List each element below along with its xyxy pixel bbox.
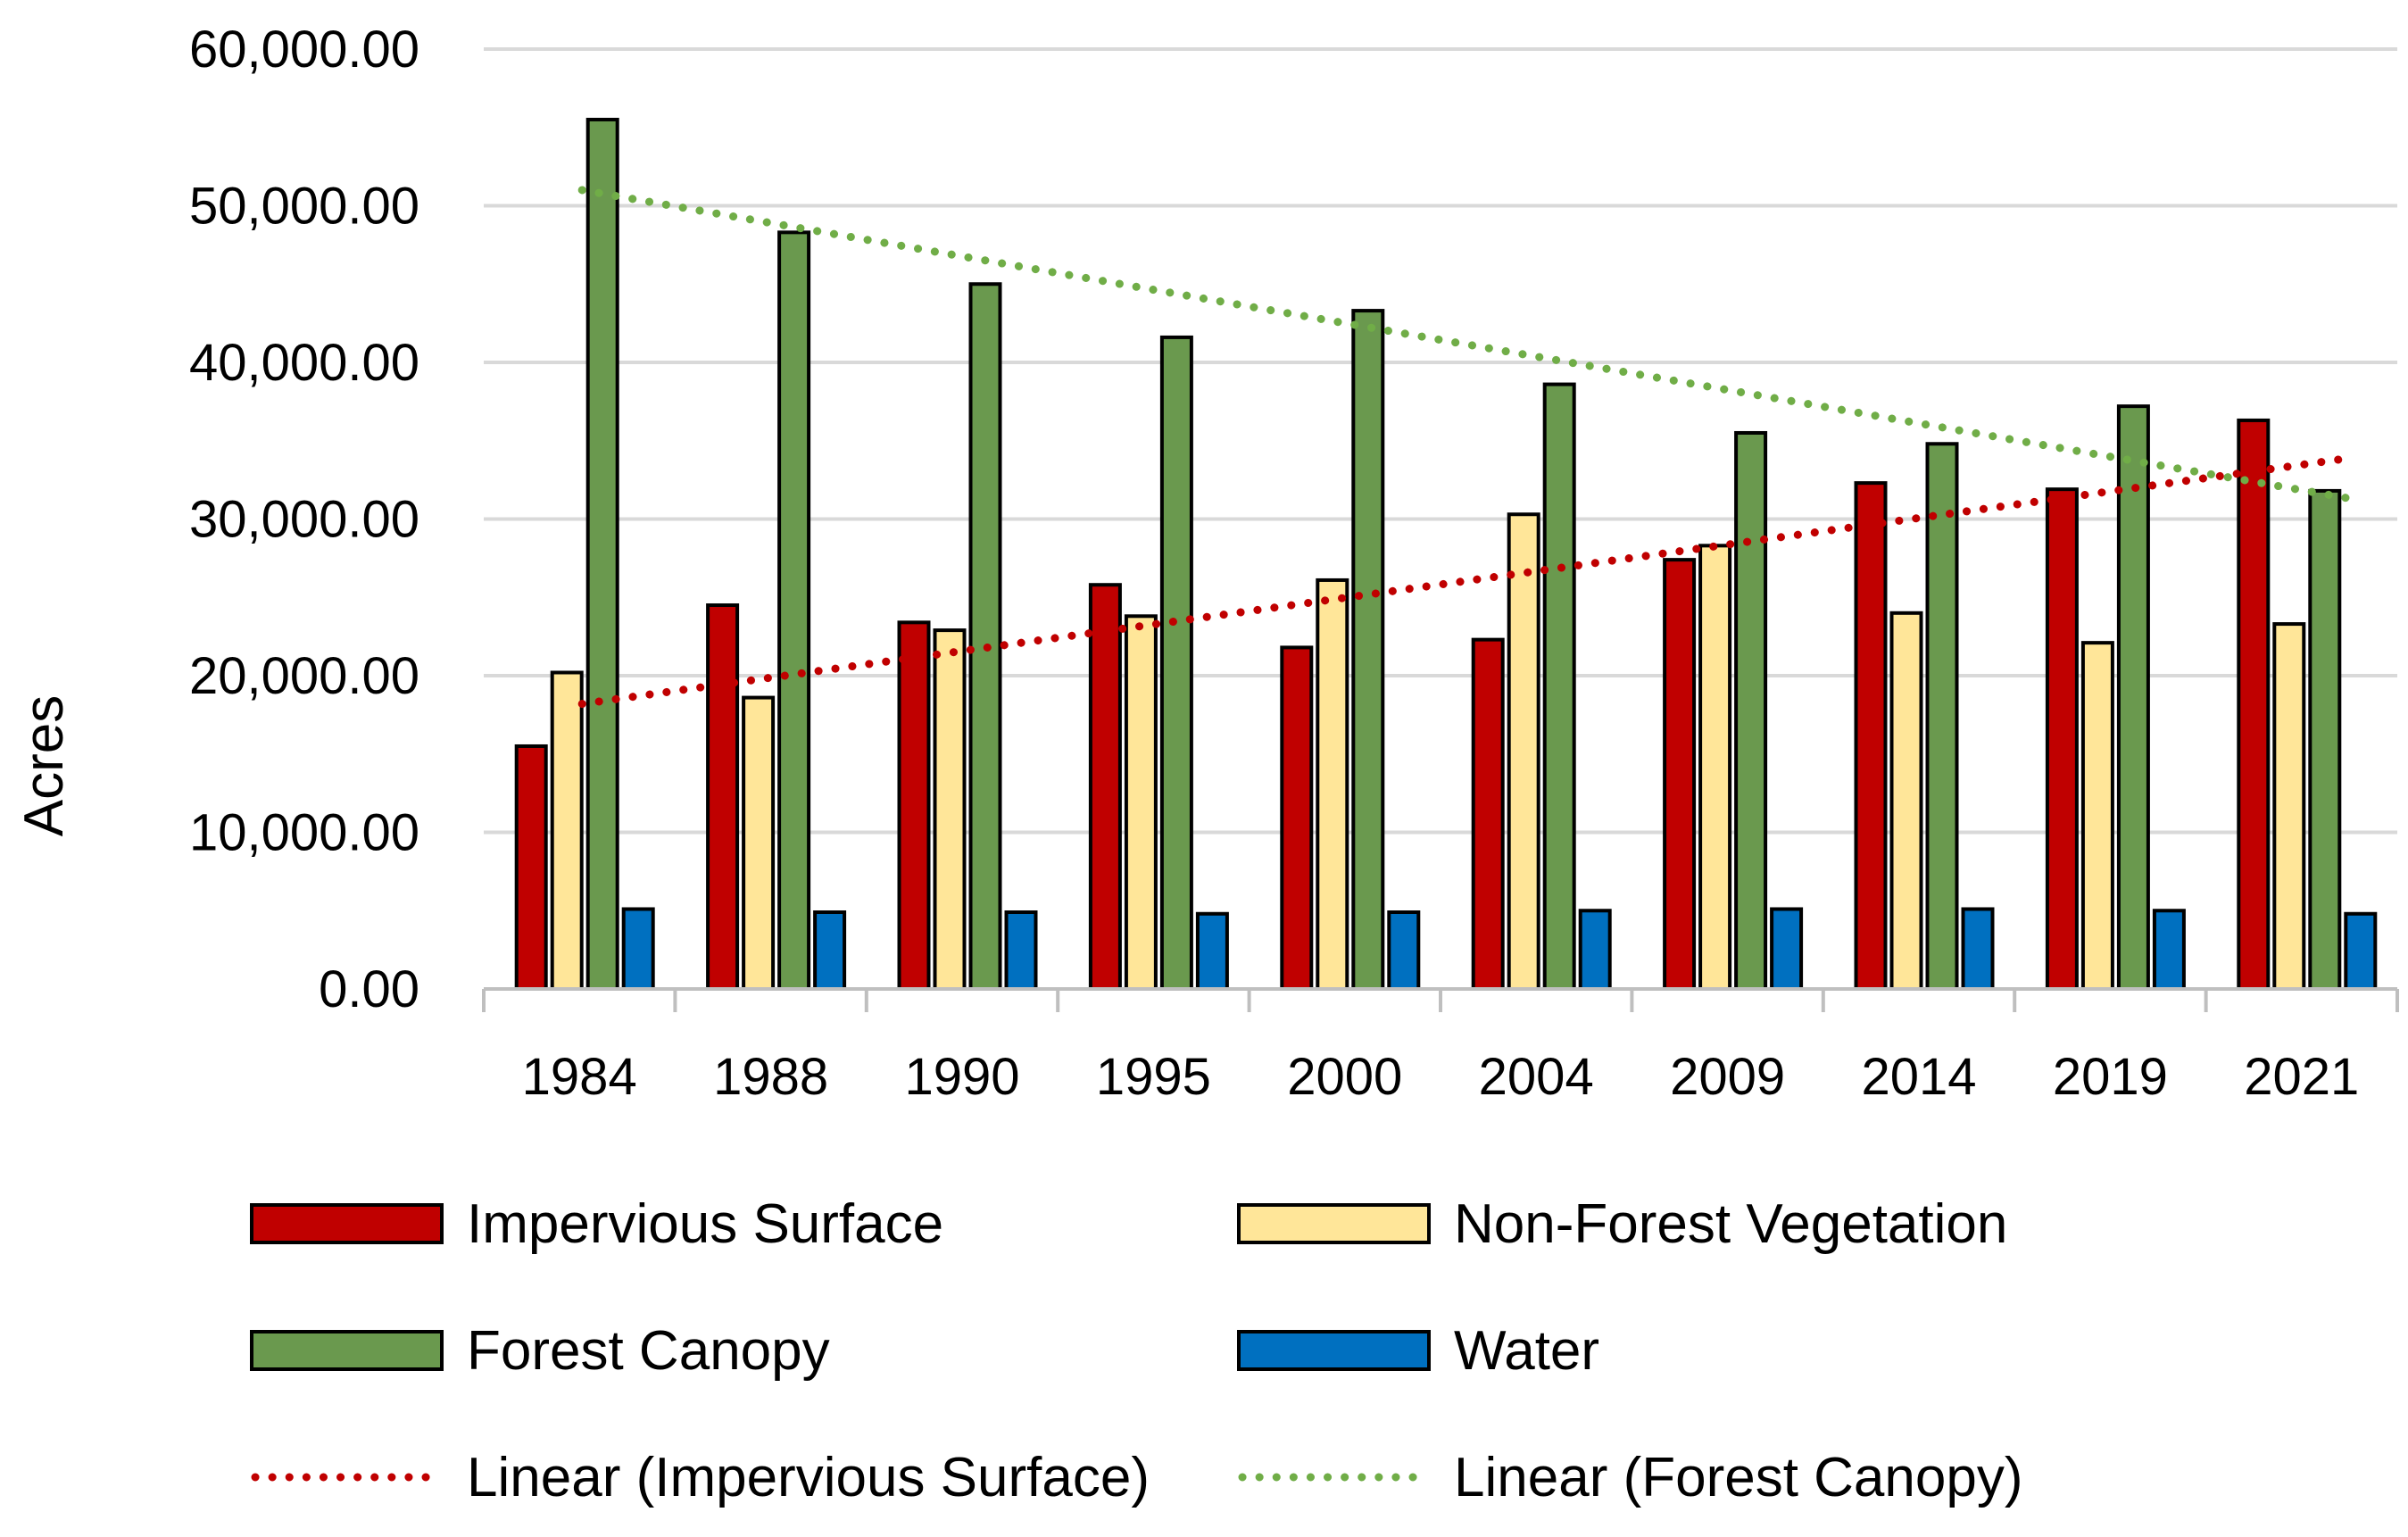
bar-forest-canopy-1988 (777, 230, 811, 991)
legend-label-linear-forest-canopy: Linear (Forest Canopy) (1454, 1447, 2023, 1508)
bar-forest-canopy-1995 (1159, 335, 1193, 992)
bar-forest-canopy-2009 (1734, 430, 1768, 992)
bar-forest-canopy-1984 (585, 117, 619, 992)
x-tick-label: 2014 (1861, 1048, 1976, 1106)
x-tick-label: 1990 (904, 1048, 1019, 1106)
bar-non-forest-vegetation-1990 (933, 628, 967, 991)
y-tick-label: 40,000.00 (189, 334, 419, 392)
bar-impervious-surface-2004 (1471, 637, 1505, 991)
bar-non-forest-vegetation-2021 (2272, 622, 2306, 992)
x-tick-label: 1984 (522, 1048, 637, 1106)
bar-impervious-surface-2009 (1663, 558, 1697, 991)
bar-impervious-surface-2000 (1280, 645, 1314, 991)
y-axis-title: Acres (13, 695, 75, 836)
bar-non-forest-vegetation-2014 (1889, 611, 1923, 991)
bar-non-forest-vegetation-2000 (1316, 577, 1349, 991)
bar-water-2009 (1770, 907, 1804, 991)
bar-non-forest-vegetation-1995 (1124, 614, 1158, 991)
x-tick-label: 2004 (1479, 1048, 1594, 1106)
bar-impervious-surface-2021 (2237, 418, 2271, 991)
bar-forest-canopy-2021 (2308, 488, 2342, 991)
legend-swatch-forest-canopy (250, 1330, 444, 1371)
bar-water-2019 (2152, 909, 2186, 991)
legend-swatch-non-forest-vegetation (1237, 1203, 1431, 1244)
bar-non-forest-vegetation-1988 (742, 695, 776, 991)
bar-non-forest-vegetation-2004 (1507, 512, 1540, 991)
legend-swatch-impervious-surface (250, 1203, 444, 1244)
y-tick-label: 10,000.00 (189, 804, 419, 862)
legend-swatch-water (1237, 1330, 1431, 1371)
y-tick-label: 30,000.00 (189, 491, 419, 549)
x-tick-label: 1988 (713, 1048, 828, 1106)
bar-impervious-surface-2019 (2045, 487, 2079, 991)
x-tick-label: 1995 (1096, 1048, 1211, 1106)
bar-non-forest-vegetation-2019 (2080, 641, 2114, 992)
bar-impervious-surface-1995 (1088, 583, 1122, 992)
y-axis-ticks: 0.00 10,000.00 20,000.00 30,000.00 40,000.00… (189, 21, 419, 1018)
bar-impervious-surface-1984 (514, 744, 548, 991)
bar-non-forest-vegetation-2009 (1698, 544, 1732, 992)
legend-label-impervious-surface: Impervious Surface (467, 1193, 943, 1255)
bar-water-2014 (1961, 907, 1995, 991)
bar-water-1988 (813, 910, 847, 992)
bar-water-2021 (2344, 911, 2378, 992)
bars (514, 117, 2378, 992)
bar-forest-canopy-2004 (1542, 382, 1576, 991)
x-tick-label: 2019 (2053, 1048, 2168, 1106)
trendline-forest-canopy (577, 186, 2355, 503)
y-tick-label: 0.00 (319, 960, 419, 1018)
trendlines (577, 186, 2355, 709)
x-axis (482, 987, 2399, 1012)
bar-impervious-surface-2014 (1854, 481, 1888, 991)
bar-water-2000 (1387, 910, 1421, 992)
bar-forest-canopy-2014 (1925, 442, 1959, 991)
y-tick-label: 20,000.00 (189, 647, 419, 705)
legend-label-water: Water (1454, 1320, 1599, 1382)
bar-water-1995 (1195, 911, 1229, 992)
bar-non-forest-vegetation-1984 (550, 670, 584, 991)
x-axis-ticks: 1984 1988 1990 1995 2000 2004 2009 2014 2019 2021 (522, 1048, 2360, 1106)
bar-water-1984 (621, 907, 655, 991)
legend-label-linear-impervious-surface: Linear (Impervious Surface) (467, 1447, 1150, 1508)
y-tick-label: 60,000.00 (189, 21, 419, 79)
bar-impervious-surface-1990 (897, 620, 931, 992)
legend-label-non-forest-vegetation: Non-Forest Vegetation (1454, 1193, 2007, 1255)
bar-water-1990 (1004, 910, 1038, 992)
legend: Impervious Surface Non-Forest Vegetation F… (250, 1193, 2023, 1508)
x-tick-label: 2021 (2244, 1048, 2359, 1106)
x-tick-label: 2000 (1287, 1048, 1402, 1106)
bar-forest-canopy-2000 (1351, 309, 1385, 991)
bar-forest-canopy-1990 (968, 282, 1002, 991)
bar-water-2004 (1578, 909, 1612, 991)
bar-forest-canopy-2019 (2116, 404, 2150, 991)
legend-label-forest-canopy: Forest Canopy (467, 1320, 830, 1382)
y-tick-label: 50,000.00 (189, 178, 419, 236)
bar-impervious-surface-1988 (706, 603, 740, 992)
x-tick-label: 2009 (1670, 1048, 1785, 1106)
